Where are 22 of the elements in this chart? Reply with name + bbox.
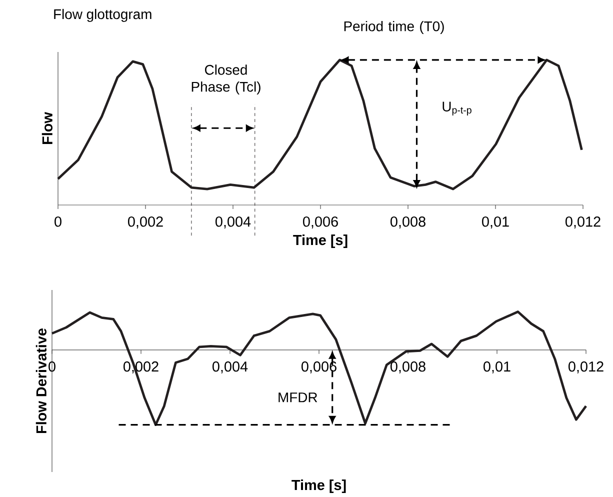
x-tick-label: 0,012	[568, 361, 604, 374]
x-tick-label: 0	[54, 216, 62, 227]
y-axis-title: Flow Derivative	[36, 328, 46, 434]
x-axis-title: Time [s]	[292, 480, 346, 493]
x-tick-label: 0,008	[390, 361, 426, 374]
annotation: Closed Phase (Tcl)	[192, 64, 260, 95]
x-tick-label: 0,006	[302, 216, 338, 228]
x-tick-label: 0,002	[128, 216, 163, 228]
x-tick-label: 0	[48, 361, 56, 372]
y-axis-title: Flow	[42, 112, 52, 144]
annotation: MFDR	[278, 392, 318, 402]
text: Period time (T0)	[344, 21, 444, 34]
chart-title: Flow glottogram	[54, 8, 152, 22]
x-tick-label: 0,004	[212, 361, 248, 374]
annotation: U$_{p-t-p}$	[442, 102, 472, 116]
x-tick-label: 0,008	[390, 216, 426, 228]
x-axis-title: Time [s]	[293, 234, 348, 248]
x-tick-label: 0,004	[215, 216, 251, 228]
x-tick-label: 0,01	[482, 216, 509, 228]
x-tick-label: 0,006	[301, 361, 336, 374]
x-tick-label: 0,01	[484, 361, 510, 374]
x-tick-label: 0,012	[565, 216, 600, 228]
